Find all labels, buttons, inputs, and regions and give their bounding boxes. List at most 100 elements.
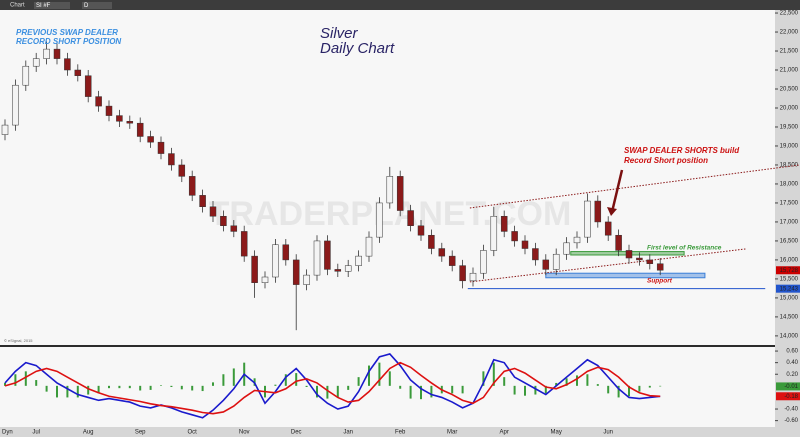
histogram-bar <box>24 371 27 386</box>
candle-body <box>334 269 342 272</box>
candle-body <box>136 122 144 137</box>
histogram-bar <box>347 385 350 390</box>
candle-body <box>147 136 154 143</box>
y-tick-label: 18,000 <box>780 182 799 188</box>
y-tick-label: 0.60 <box>786 349 798 355</box>
histogram-bar <box>295 373 298 386</box>
candle-body <box>376 202 383 238</box>
candle-body <box>480 250 487 274</box>
x-tick-label: Mar <box>447 430 457 436</box>
histogram-bar <box>378 362 381 386</box>
histogram-bar <box>638 385 641 392</box>
chart-title: Silver <box>320 25 359 42</box>
histogram-bar <box>534 385 537 395</box>
x-tick-label: Nov <box>239 430 250 436</box>
y-tick-label: 0.40 <box>786 360 798 366</box>
trend-line <box>469 164 800 209</box>
y-tick-label: 0.20 <box>786 372 798 378</box>
annotation: First level of Resistance <box>647 245 722 252</box>
histogram-bar <box>14 374 17 386</box>
x-tick-label: Jun <box>603 430 613 436</box>
y-tick-label: 16,000 <box>780 257 799 263</box>
candle-body <box>272 244 279 278</box>
x-tick-label: Dec <box>291 430 302 436</box>
x-tick-label: Aug <box>83 430 94 436</box>
indicator-plot: 0.60 0.40 0.20 -0.40 -0.60 Jul Aug Sep Oct Nov Dec… <box>4 349 800 436</box>
candle-body <box>448 255 456 266</box>
y-tick-label: 19,000 <box>780 144 799 150</box>
histogram-bar <box>149 385 152 390</box>
annotation: RECORD SHORT POSITION <box>16 37 121 46</box>
symbol[interactable]: SI #F <box>36 3 51 9</box>
candle-body <box>500 215 508 232</box>
candle-body <box>646 259 654 264</box>
corner-label: Dyn <box>2 430 13 436</box>
copyright: © eSignal, 2015 <box>4 338 33 343</box>
candle-body <box>344 265 352 272</box>
histogram-bar <box>284 374 287 386</box>
chart-subtitle: Daily Chart <box>320 40 395 57</box>
histogram-bar <box>212 382 214 386</box>
candle-body <box>220 215 227 226</box>
histogram-bar <box>565 378 568 386</box>
candle-body <box>240 231 248 257</box>
histogram-bar <box>191 385 194 391</box>
last-value-label: 15,728 <box>780 268 799 274</box>
candle-body <box>490 215 498 251</box>
x-tick-label: Feb <box>395 430 406 436</box>
indicator-line <box>4 361 661 415</box>
y-tick-label: 22,500 <box>780 11 799 17</box>
candle-body <box>417 225 425 236</box>
histogram-bar <box>35 380 38 386</box>
candle-body <box>178 164 186 177</box>
y-tick-label: -0.60 <box>784 418 798 424</box>
candle-body <box>552 253 560 270</box>
interval-box[interactable] <box>82 2 112 9</box>
candle-body <box>521 240 529 249</box>
candle-body <box>199 195 206 207</box>
candle-body <box>365 236 373 257</box>
histogram-bar <box>56 385 58 398</box>
last-value-badge <box>776 392 800 401</box>
candle-body <box>209 206 217 217</box>
interval[interactable]: D <box>84 3 89 9</box>
histogram-bar <box>451 385 454 394</box>
annotation: Support <box>647 278 673 285</box>
y-tick-label: 17,500 <box>780 201 799 207</box>
window-title: Chart <box>10 3 25 9</box>
y-tick-label: -0.40 <box>784 407 798 413</box>
histogram-bar <box>388 371 391 386</box>
last-value-label: 15,243 <box>780 286 799 292</box>
histogram-bar <box>118 385 121 389</box>
last-value-label: -0.18 <box>784 394 798 400</box>
candle-body <box>32 58 40 67</box>
histogram-bar <box>492 362 495 386</box>
histogram-bar <box>586 374 589 386</box>
histogram-bar <box>128 385 131 389</box>
candle-body <box>53 48 61 59</box>
candle-body <box>542 259 550 270</box>
candle-body <box>84 75 92 97</box>
annotation: PREVIOUS SWAP DEALER <box>16 28 118 37</box>
candle-body <box>292 259 300 285</box>
symbol-box[interactable] <box>34 2 70 9</box>
histogram-bar <box>409 385 412 399</box>
candle-body <box>355 255 362 266</box>
candle-body <box>636 257 643 261</box>
candle-body <box>594 200 602 223</box>
last-value-label: -0.01 <box>784 384 798 390</box>
histogram-bar <box>503 377 506 386</box>
histogram-bar <box>180 385 183 390</box>
histogram-bar <box>305 385 308 387</box>
histogram-bar <box>555 382 558 386</box>
candle-body <box>168 153 175 166</box>
histogram-bar <box>222 374 225 386</box>
y-tick-label: 16,500 <box>780 239 799 245</box>
candle-body <box>573 236 581 244</box>
candle-body <box>95 96 102 107</box>
histogram-bar <box>45 385 48 392</box>
indicator-line <box>4 353 661 419</box>
toolbar <box>0 0 800 10</box>
price-plot: 22,500 22,000 21,500 21,000 20,500 20,000 19,5… <box>1 11 800 339</box>
time-axis <box>0 427 800 437</box>
